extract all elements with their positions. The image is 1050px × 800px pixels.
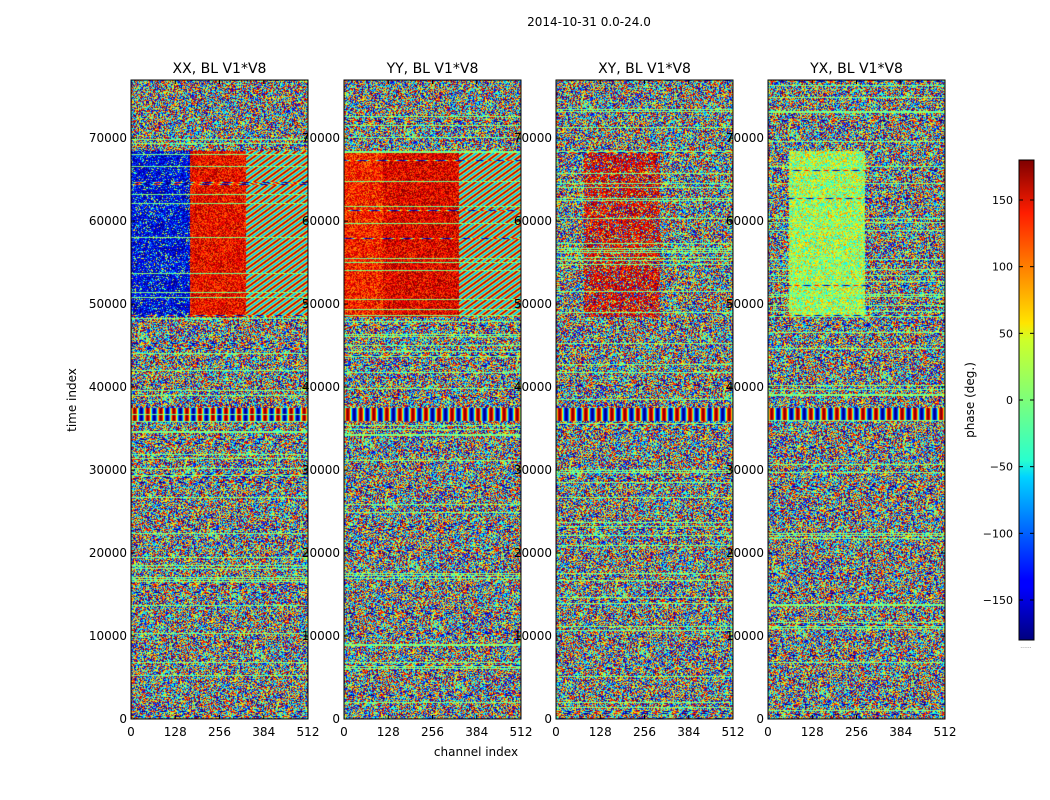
y-tick-label: 60000 (89, 214, 127, 228)
colorbar-tick-label: 100 (992, 261, 1013, 274)
x-tick-label: 384 (252, 725, 275, 739)
y-tick-label: 30000 (302, 463, 340, 477)
y-tick-label: 50000 (89, 297, 127, 311)
y-tick-label: 10000 (514, 629, 552, 643)
colorbar-tick-label: −50 (990, 461, 1013, 474)
y-tick-label: 50000 (302, 297, 340, 311)
x-tick-label: 512 (510, 725, 533, 739)
y-tick-label: 70000 (514, 131, 552, 145)
y-tick-label: 10000 (726, 629, 764, 643)
colorbar-tick-label: 50 (999, 327, 1013, 340)
x-tick-label: 0 (764, 725, 772, 739)
y-tick-label: 60000 (514, 214, 552, 228)
x-tick-label: 128 (589, 725, 612, 739)
y-tick-label: 70000 (302, 131, 340, 145)
colorbar-extra-label: ...... (1020, 643, 1032, 650)
x-tick-label: 128 (164, 725, 187, 739)
x-tick-label: 128 (377, 725, 400, 739)
y-tick-label: 20000 (89, 546, 127, 560)
colorbar-tick-label: −150 (983, 594, 1013, 607)
x-axis-label: channel index (434, 745, 518, 759)
colorbar-tick-label: 0 (1006, 394, 1013, 407)
x-tick-label: 256 (421, 725, 444, 739)
colorbar-tick-label: 150 (992, 194, 1013, 207)
panel-xx: XX, BL V1*V8 0 128 256 384 512 0 10000 20000 3000… (89, 61, 320, 739)
y-tick-label: 0 (119, 712, 127, 726)
panel-xy: XY, BL V1*V8 0 128 256 384 512 0 10000 20000 3000… (514, 61, 745, 739)
panel-title: XX, BL V1*V8 (173, 61, 267, 77)
y-tick-label: 40000 (302, 380, 340, 394)
y-tick-label: 10000 (89, 629, 127, 643)
y-tick-label: 20000 (302, 546, 340, 560)
x-tick-label: 512 (297, 725, 320, 739)
heatmap-panels: XX, BL V1*V8 0 128 256 384 512 0 10000 20000 3000… (89, 61, 957, 739)
y-tick-label: 70000 (89, 131, 127, 145)
y-tick-label: 20000 (726, 546, 764, 560)
y-tick-label: 50000 (726, 297, 764, 311)
y-tick-label: 0 (544, 712, 552, 726)
y-tick-label: 30000 (514, 463, 552, 477)
y-tick-label: 20000 (514, 546, 552, 560)
x-tick-label: 256 (845, 725, 868, 739)
y-tick-label: 50000 (514, 297, 552, 311)
x-tick-label: 512 (934, 725, 957, 739)
panel-yx: YX, BL V1*V8 0 128 256 384 512 0 10000 20000 3000… (726, 61, 957, 739)
figure-suptitle: 2014-10-31 0.0-24.0 (527, 15, 651, 29)
x-tick-label: 0 (552, 725, 560, 739)
x-tick-label: 384 (677, 725, 700, 739)
y-tick-label: 70000 (726, 131, 764, 145)
x-tick-label: 0 (340, 725, 348, 739)
y-tick-label: 40000 (514, 380, 552, 394)
y-tick-label: 30000 (89, 463, 127, 477)
x-tick-label: 384 (465, 725, 488, 739)
heatmap-image (344, 80, 521, 719)
y-tick-label: 10000 (302, 629, 340, 643)
colorbar-ticks: −150 −100 −50 0 50 100 150 (983, 194, 1034, 607)
x-tick-label: 384 (889, 725, 912, 739)
x-tick-label: 256 (633, 725, 656, 739)
heatmap-image (768, 80, 945, 719)
y-tick-label: 0 (756, 712, 764, 726)
y-tick-label: 60000 (302, 214, 340, 228)
panel-yy: YY, BL V1*V8 0 128 256 384 512 0 10000 20000 3000… (302, 61, 533, 739)
panel-title: YX, BL V1*V8 (809, 61, 903, 77)
panel-title: YY, BL V1*V8 (386, 61, 479, 77)
colorbar-tick-label: −100 (983, 527, 1013, 540)
colorbar-label: phase (deg.) (963, 362, 977, 438)
colorbar: −150 −100 −50 0 50 100 150 phase (deg.) ...... (963, 159, 1035, 650)
heatmap-image (131, 80, 308, 719)
y-tick-label: 40000 (726, 380, 764, 394)
y-tick-label: 40000 (89, 380, 127, 394)
x-tick-label: 0 (127, 725, 135, 739)
x-tick-label: 256 (208, 725, 231, 739)
x-tick-label: 128 (801, 725, 824, 739)
y-tick-label: 60000 (726, 214, 764, 228)
y-tick-label: 0 (332, 712, 340, 726)
panel-title: XY, BL V1*V8 (598, 61, 691, 77)
y-axis-label: time index (65, 368, 79, 432)
x-tick-label: 512 (722, 725, 745, 739)
y-tick-label: 30000 (726, 463, 764, 477)
heatmap-image (556, 80, 733, 719)
